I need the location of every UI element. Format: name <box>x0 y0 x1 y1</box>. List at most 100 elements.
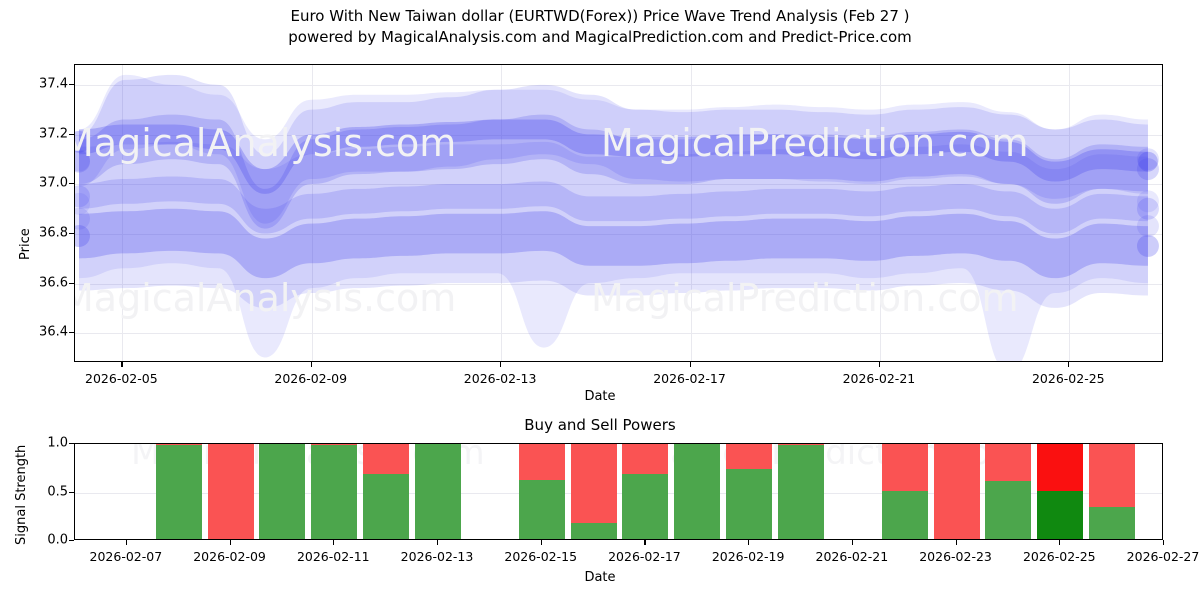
signal-y-tick-label: 1.0 <box>47 435 68 451</box>
price-x-tick-mark <box>500 362 502 367</box>
price-gridline <box>75 333 1162 335</box>
buy-power-segment <box>1089 507 1136 539</box>
buy-power-segment <box>363 474 410 539</box>
sell-power-segment <box>622 444 669 474</box>
signal-x-tick-mark <box>851 540 854 545</box>
signal-x-tick-label: 2026-02-21 <box>815 549 889 564</box>
signal-x-tick-label: 2026-02-13 <box>400 549 474 564</box>
wave-band-cap <box>1136 158 1159 181</box>
price-y-tick-label: 37.4 <box>39 76 68 92</box>
price-x-tick-mark <box>689 362 691 367</box>
signal-y-tick-label: 0.5 <box>47 484 68 499</box>
signal-x-tick-mark <box>540 540 542 545</box>
price-x-tick-label: 2026-02-21 <box>842 371 916 386</box>
sell-power-segment <box>207 444 254 539</box>
price-x-tick-label: 2026-02-25 <box>1031 371 1105 386</box>
sell-power-segment <box>726 444 773 470</box>
sell-power-segment <box>933 444 980 539</box>
price-gridline <box>75 84 1162 86</box>
signal-x-tick-mark <box>229 540 231 545</box>
price-x-tick-mark <box>1068 362 1070 367</box>
signal-x-tick-mark <box>125 540 128 545</box>
wave-band-cap <box>75 192 90 215</box>
price-gridline <box>75 184 1162 186</box>
band-6-wide-lower <box>75 141 1159 308</box>
signal-x-tick-label: 2026-02-11 <box>296 549 370 564</box>
wave-band-cap <box>1136 215 1159 238</box>
sell-power-segment <box>570 444 617 523</box>
price-y-tick-mark <box>69 332 74 334</box>
price-y-tick-mark <box>69 232 74 235</box>
price-wave-chart: MagicalAnalysis.com MagicalPrediction.com… <box>39 64 1163 386</box>
signal-x-tick-mark <box>748 540 750 545</box>
buy-power-segment <box>311 444 358 539</box>
price-y-tick-label: 37.2 <box>39 126 68 142</box>
price-x-tick-label: 2026-02-13 <box>463 371 537 386</box>
signal-bar <box>726 444 773 539</box>
signal-x-tick-mark <box>333 540 335 545</box>
signal-bar <box>518 444 565 539</box>
signal-x-tick-mark <box>437 540 439 545</box>
wave-band-cap <box>75 150 90 173</box>
signal-y-axis-label: Signal Strength <box>14 444 29 545</box>
signal-bar <box>622 444 669 539</box>
wave-band-cap <box>75 225 90 248</box>
buy-power-segment <box>155 444 202 539</box>
price-y-tick-mark <box>69 83 74 86</box>
price-x-tick-label: 2026-02-05 <box>85 371 158 386</box>
buy-power-segment <box>570 522 617 539</box>
title-line-2: powered by MagicalAnalysis.com and Magic… <box>288 28 912 46</box>
sell-power-segment <box>518 444 565 480</box>
signal-plot-area: MagicalAnalysis.com MagicalPrediction.com <box>74 443 1163 540</box>
signal-x-tick-label: 2026-02-27 <box>1126 549 1200 564</box>
price-y-axis-label: Price <box>18 228 33 260</box>
signal-bar <box>363 444 410 539</box>
price-y-tick-mark <box>69 133 74 135</box>
buy-power-segment <box>674 444 721 539</box>
title-line-1: Euro With New Taiwan dollar (EURTWD(Fore… <box>290 7 910 25</box>
price-y-tick-mark <box>69 183 74 185</box>
signal-x-axis-label: Date <box>584 570 616 585</box>
signal-y-tick-mark <box>69 491 74 493</box>
signal-bar <box>881 444 928 539</box>
wave-band-cap <box>1136 148 1159 171</box>
signal-x-tick-label: 2026-02-25 <box>1022 549 1096 564</box>
price-y-tick-label: 36.6 <box>39 275 68 291</box>
wave-band-cap <box>75 149 90 172</box>
band-5-lower <box>75 208 1159 279</box>
sell-power-segment <box>363 444 410 474</box>
price-y-tick-label: 37.0 <box>39 175 68 191</box>
sell-power-segment <box>155 444 202 445</box>
wave-band-cap <box>1136 190 1159 213</box>
signal-bar <box>933 444 980 539</box>
signal-x-tick-label: 2026-02-15 <box>504 549 578 564</box>
signal-y-tick-mark <box>69 540 74 542</box>
signal-x-tick-mark <box>955 540 957 545</box>
signal-x-tick-label: 2026-02-19 <box>711 549 785 564</box>
buy-power-segment <box>985 480 1032 539</box>
signal-y-tick-label: 0.0 <box>47 532 68 548</box>
signal-bar <box>778 444 824 539</box>
price-gridline-vertical <box>501 65 503 361</box>
sell-power-segment <box>881 444 928 492</box>
price-x-axis-label: Date <box>584 389 616 404</box>
buy-power-segment <box>518 479 565 539</box>
price-gridline <box>75 233 1162 235</box>
signal-bar <box>259 444 306 539</box>
buy-sell-powers-chart: MagicalAnalysis.com MagicalPrediction.com… <box>47 436 1199 565</box>
signal-bar <box>1037 444 1084 539</box>
signal-bar <box>155 444 202 539</box>
signal-y-tick-mark <box>69 443 74 445</box>
signal-x-tick-label: 2026-02-09 <box>193 549 266 564</box>
signal-bar <box>985 444 1032 539</box>
signal-bar <box>311 444 358 539</box>
signal-bar <box>570 444 617 539</box>
sell-power-segment <box>778 444 824 445</box>
price-y-tick-label: 36.4 <box>39 324 68 340</box>
signal-bar <box>674 444 721 539</box>
price-x-tick-label: 2026-02-09 <box>274 371 348 386</box>
price-wave-bands <box>75 74 1159 361</box>
buy-power-segment <box>726 469 773 539</box>
signal-bar <box>1089 444 1136 539</box>
